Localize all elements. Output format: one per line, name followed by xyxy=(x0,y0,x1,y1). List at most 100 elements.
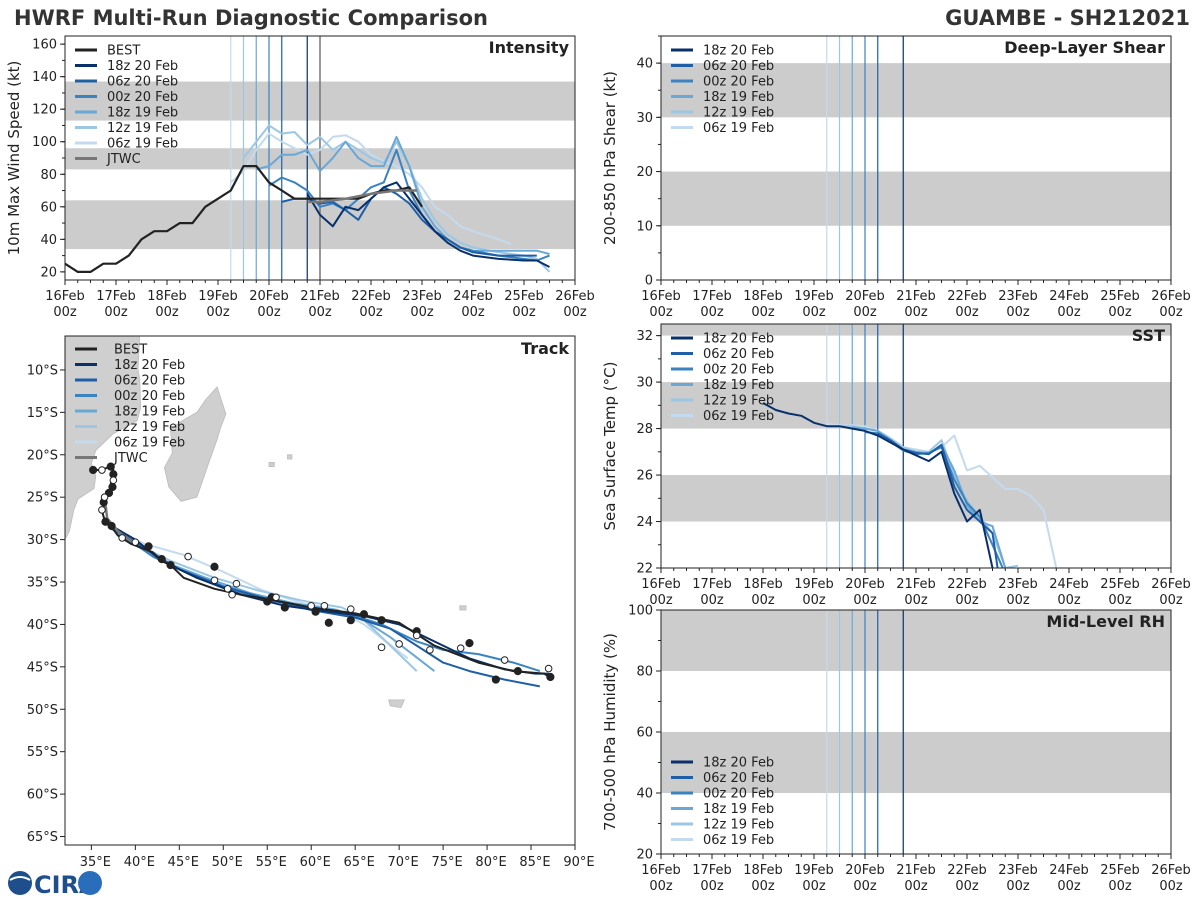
sst-ytick-label-0: 22 xyxy=(636,562,653,577)
track-marker-open-2 xyxy=(100,493,109,501)
intensity-xtick-sublabel-8: 00z xyxy=(461,305,485,320)
track-marker-filled-22 xyxy=(491,675,500,684)
track-marker-filled-10 xyxy=(166,560,175,570)
track-xtick-label-6: 65°E xyxy=(344,855,375,870)
rh-legend-label-4: 12z 19 Feb xyxy=(703,818,774,833)
rh-xtick-sublabel-2: 00z xyxy=(751,879,775,894)
intensity-ytick-label-5: 120 xyxy=(32,103,57,118)
rh-xtick-label-6: 22Feb xyxy=(947,863,987,878)
shear-xtick-sublabel-6: 00z xyxy=(955,305,979,320)
intensity-xtick-label-1: 17Feb xyxy=(96,289,136,304)
track-marker-filled-16 xyxy=(324,618,333,627)
shear-xtick-label-5: 21Feb xyxy=(896,289,936,304)
sst-series-line-0 xyxy=(762,402,994,568)
intensity-xtick-label-9: 25Feb xyxy=(504,289,544,304)
shear-xtick-label-4: 20Feb xyxy=(845,289,885,304)
intensity-xtick-sublabel-4: 00z xyxy=(257,305,281,320)
rh-title: Mid-Level RH xyxy=(1046,612,1165,631)
intensity-ytick-label-1: 40 xyxy=(40,233,57,248)
sst-legend-label-1: 06z 20 Feb xyxy=(703,347,774,362)
sst-xtick-label-9: 25Feb xyxy=(1100,577,1140,592)
sst-xtick-sublabel-2: 00z xyxy=(751,593,775,608)
track-marker-filled-7 xyxy=(107,521,116,531)
sst-ytick-label-2: 26 xyxy=(636,469,653,484)
intensity-legend-label-2: 06z 20 Feb xyxy=(107,75,178,90)
shear-legend-label-0: 18z 20 Feb xyxy=(703,44,774,59)
rh-xtick-sublabel-9: 00z xyxy=(1108,879,1132,894)
rh-xtick-sublabel-10: 00z xyxy=(1159,879,1183,894)
track-ytick-label-8: 50°S xyxy=(27,703,58,718)
shear-xtick-sublabel-9: 00z xyxy=(1108,305,1132,320)
rh-xtick-label-1: 17Feb xyxy=(692,863,732,878)
sst-xtick-label-6: 22Feb xyxy=(947,577,987,592)
track-panel: 10°S 15°S 20°S 25°S 30°S 35°S 40°S 45°S 50°S 55°S… xyxy=(27,335,595,870)
track-legend-label-6: 06z 19 Feb xyxy=(114,436,185,451)
shear-panel: 01020304016Feb00z17Feb00z18Feb00z19Feb00… xyxy=(601,35,1191,320)
intensity-ytick-label-7: 160 xyxy=(32,38,57,53)
track-legend-label-4: 18z 19 Feb xyxy=(114,405,185,420)
rh-legend-label-0: 18z 20 Feb xyxy=(703,756,774,771)
track-ytick-label-9: 55°S xyxy=(27,745,58,760)
intensity-xtick-sublabel-2: 00z xyxy=(155,305,179,320)
rh-xtick-sublabel-0: 00z xyxy=(649,879,673,894)
shear-ytick-label-4: 40 xyxy=(636,57,653,72)
intensity-xtick-sublabel-7: 00z xyxy=(410,305,434,320)
intensity-series-line-5 xyxy=(230,132,512,246)
track-xtick-label-4: 55°E xyxy=(256,855,287,870)
track-marker-open-14 xyxy=(346,605,355,613)
shear-ytick-label-0: 0 xyxy=(645,274,653,289)
track-best-line xyxy=(93,465,551,679)
sst-xtick-label-7: 23Feb xyxy=(998,577,1038,592)
intensity-xtick-sublabel-9: 00z xyxy=(512,305,536,320)
track-marker-open-20 xyxy=(500,656,509,664)
track-xtick-label-3: 50°E xyxy=(212,855,243,870)
intensity-ytick-label-4: 100 xyxy=(32,135,57,150)
sst-legend-label-5: 06z 19 Feb xyxy=(703,409,774,424)
track-legend-label-5: 12z 19 Feb xyxy=(114,420,185,435)
track-ytick-label-11: 65°S xyxy=(27,830,58,845)
shear-xtick-sublabel-5: 00z xyxy=(904,305,928,320)
logo-globe-icon xyxy=(8,871,32,895)
intensity-series-line-3 xyxy=(256,135,550,255)
shear-xtick-sublabel-7: 00z xyxy=(1006,305,1030,320)
kerguelen-island xyxy=(388,699,406,709)
rh-xtick-label-0: 16Feb xyxy=(641,863,681,878)
track-marker-filled-11 xyxy=(210,562,219,571)
rh-ylabel: 700-500 hPa Humidity (%) xyxy=(601,633,619,831)
track-xtick-label-5: 60°E xyxy=(300,855,331,870)
shear-xtick-label-0: 16Feb xyxy=(641,289,681,304)
track-marker-open-7 xyxy=(210,576,219,585)
intensity-xtick-sublabel-0: 00z xyxy=(53,305,77,320)
track-marker-filled-0 xyxy=(89,465,98,475)
rh-ytick-label-3: 80 xyxy=(636,665,653,680)
madagascar-land xyxy=(163,386,227,502)
intensity-legend-label-6: 06z 19 Feb xyxy=(107,137,178,152)
track-frame xyxy=(64,335,576,846)
intensity-xtick-label-5: 21Feb xyxy=(300,289,340,304)
sst-xtick-label-5: 21Feb xyxy=(896,577,936,592)
shear-xtick-label-6: 22Feb xyxy=(947,289,987,304)
track-marker-filled-14 xyxy=(280,603,289,612)
track-xtick-label-1: 40°E xyxy=(124,855,155,870)
shear-xtick-label-3: 19Feb xyxy=(794,289,834,304)
track-marker-open-0 xyxy=(98,466,106,474)
sst-legend-label-0: 18z 20 Feb xyxy=(703,332,774,347)
sst-xtick-label-2: 18Feb xyxy=(743,577,783,592)
intensity-legend-label-5: 12z 19 Feb xyxy=(107,121,178,136)
sst-xtick-sublabel-4: 00z xyxy=(853,593,877,608)
track-marker-open-13 xyxy=(320,601,329,610)
cira-logo: CIRA xyxy=(8,871,102,899)
sst-band-0 xyxy=(661,475,1171,522)
intensity-ytick-label-3: 80 xyxy=(40,168,57,183)
shear-legend-label-5: 06z 19 Feb xyxy=(703,121,774,136)
sst-xtick-sublabel-9: 00z xyxy=(1108,593,1132,608)
intensity-ylabel: 10m Max Wind Speed (kt) xyxy=(5,61,23,256)
sst-xtick-label-1: 17Feb xyxy=(692,577,732,592)
track-marker-open-4 xyxy=(118,534,126,542)
figure-title: HWRF Multi-Run Diagnostic Comparison xyxy=(14,6,488,30)
rh-xtick-sublabel-5: 00z xyxy=(904,879,928,894)
track-xtick-label-11: 90°E xyxy=(563,855,594,870)
intensity-xtick-sublabel-1: 00z xyxy=(104,305,128,320)
rh-xtick-label-7: 23Feb xyxy=(998,863,1038,878)
sst-xtick-sublabel-5: 00z xyxy=(904,593,928,608)
